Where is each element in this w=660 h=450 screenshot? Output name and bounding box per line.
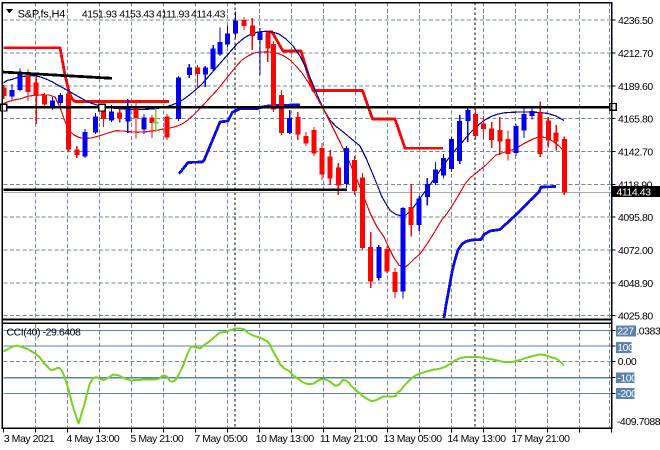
svg-text:100: 100 <box>617 342 634 354</box>
svg-text:3 May 2021: 3 May 2021 <box>4 433 55 445</box>
svg-text:0.00: 0.00 <box>618 356 637 368</box>
svg-text:7 May 05:00: 7 May 05:00 <box>194 433 247 445</box>
svg-text:4153.43: 4153.43 <box>119 9 154 21</box>
svg-text:4142.70: 4142.70 <box>618 147 653 159</box>
svg-text:4114.43: 4114.43 <box>191 9 226 21</box>
svg-text:10 May 13:00: 10 May 13:00 <box>256 433 315 445</box>
svg-text:4114.43: 4114.43 <box>617 186 652 198</box>
svg-text:.0383: .0383 <box>636 326 660 338</box>
svg-text:13 May 05:00: 13 May 05:00 <box>383 433 442 445</box>
svg-text:5 May 21:00: 5 May 21:00 <box>130 433 183 445</box>
svg-text:-409.7088: -409.7088 <box>617 416 660 428</box>
svg-text:4072.00: 4072.00 <box>618 245 653 257</box>
svg-text:4095.80: 4095.80 <box>618 212 653 224</box>
svg-text:4212.70: 4212.70 <box>618 48 653 60</box>
svg-text:4111.93: 4111.93 <box>156 9 190 21</box>
svg-text:11 May 21:00: 11 May 21:00 <box>320 433 378 445</box>
svg-text:CCI(40) -29.6408: CCI(40) -29.6408 <box>7 327 82 339</box>
svg-text:4236.50: 4236.50 <box>618 15 653 27</box>
svg-text:4151.93: 4151.93 <box>82 9 117 21</box>
svg-text:S&P,fs,H4: S&P,fs,H4 <box>18 9 66 21</box>
svg-text:4025.80: 4025.80 <box>618 311 653 323</box>
svg-text:4048.90: 4048.90 <box>618 278 653 290</box>
svg-text:4165.80: 4165.80 <box>618 114 653 126</box>
svg-text:227: 227 <box>617 326 634 338</box>
svg-text:4 May 13:00: 4 May 13:00 <box>66 433 119 445</box>
svg-text:-200: -200 <box>617 388 637 400</box>
svg-text:17 May 21:00: 17 May 21:00 <box>511 433 570 445</box>
svg-text:4189.60: 4189.60 <box>618 81 653 93</box>
svg-text:14 May 13:00: 14 May 13:00 <box>447 433 506 445</box>
svg-text:-100: -100 <box>617 372 637 384</box>
